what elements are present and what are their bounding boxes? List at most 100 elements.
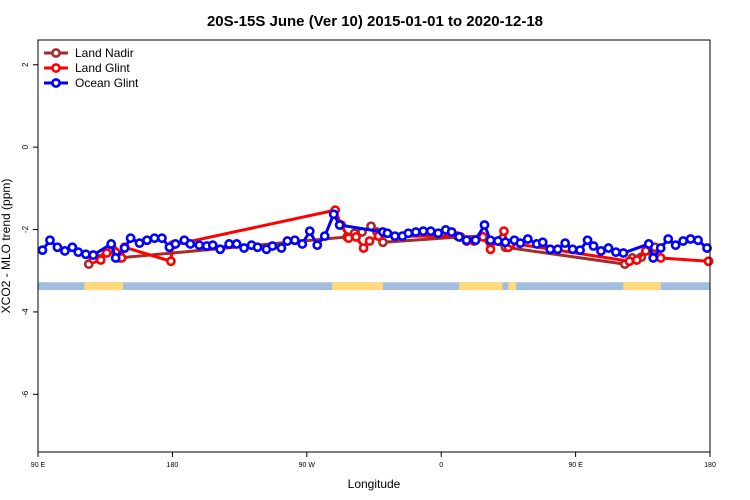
point [59, 246, 70, 256]
point [693, 235, 703, 246]
point [382, 228, 393, 239]
point [624, 256, 635, 267]
x-tick-label: 90 W [299, 462, 316, 469]
point [670, 240, 681, 251]
point [390, 231, 400, 242]
point [479, 220, 490, 230]
point [343, 233, 354, 244]
point [45, 235, 55, 246]
point [648, 253, 659, 263]
point [631, 255, 642, 265]
point [461, 235, 472, 246]
point [588, 241, 599, 251]
point [678, 236, 689, 246]
legend-marker [51, 63, 61, 73]
point [425, 226, 436, 237]
point [267, 241, 278, 251]
point [537, 237, 548, 248]
point [312, 240, 323, 251]
point [493, 236, 503, 246]
point [545, 244, 556, 255]
point [446, 227, 457, 237]
point [418, 226, 429, 237]
point [185, 239, 196, 249]
land-band [84, 282, 124, 291]
point [125, 233, 136, 244]
point [702, 243, 712, 253]
point [552, 244, 563, 255]
point [378, 237, 388, 248]
point [410, 227, 421, 237]
point [560, 238, 571, 249]
point [655, 243, 666, 253]
point [567, 244, 578, 255]
point [194, 240, 205, 251]
point [433, 228, 444, 239]
point [703, 256, 714, 267]
point [224, 239, 235, 249]
x-tick-label: 180 [704, 462, 716, 469]
point [485, 244, 496, 255]
point [215, 244, 226, 255]
x-tick-label: 90 E [568, 462, 583, 469]
point [37, 245, 48, 256]
point [334, 220, 345, 230]
point [655, 253, 666, 263]
point [663, 234, 674, 244]
legend-marker [51, 78, 61, 88]
land-band [623, 282, 661, 291]
point [596, 246, 606, 256]
x-tick-label: 180 [167, 462, 179, 469]
point [328, 209, 339, 220]
point [297, 239, 308, 249]
point [95, 255, 106, 265]
point [582, 235, 593, 246]
point [252, 242, 263, 253]
point [52, 242, 63, 253]
point [454, 232, 465, 242]
point [67, 242, 78, 253]
plot-frame [37, 39, 711, 453]
point [575, 245, 585, 256]
y-tick-label: -4 [21, 308, 30, 316]
point [73, 247, 84, 258]
point [478, 232, 488, 242]
point [515, 238, 526, 249]
point [110, 253, 121, 263]
point [166, 256, 176, 267]
point [207, 240, 218, 251]
legend-label: Land Glint [75, 61, 130, 75]
point [276, 243, 287, 253]
point [170, 239, 181, 249]
point [157, 233, 167, 244]
y-tick-label: 0 [21, 144, 30, 149]
land-band [508, 282, 516, 291]
point [80, 249, 91, 260]
legend-label: Ocean Glint [75, 76, 139, 90]
x-tick-label: 90 E [31, 462, 46, 469]
land-band [459, 282, 503, 291]
point [282, 236, 293, 246]
y-tick-label: 2 [21, 62, 30, 67]
point [522, 234, 533, 244]
point [289, 235, 300, 246]
legend-marker [51, 48, 61, 58]
point [106, 239, 117, 249]
point [685, 234, 696, 244]
point [304, 226, 315, 237]
point [403, 228, 414, 239]
point [611, 247, 621, 258]
point [618, 248, 629, 258]
point [119, 243, 130, 253]
point [499, 226, 509, 237]
point [500, 237, 511, 248]
point [364, 236, 375, 246]
x-axis-label: Longitude [348, 477, 401, 491]
point [142, 235, 152, 246]
point [470, 235, 481, 246]
point [239, 243, 249, 253]
point [88, 250, 99, 260]
point [485, 235, 496, 246]
